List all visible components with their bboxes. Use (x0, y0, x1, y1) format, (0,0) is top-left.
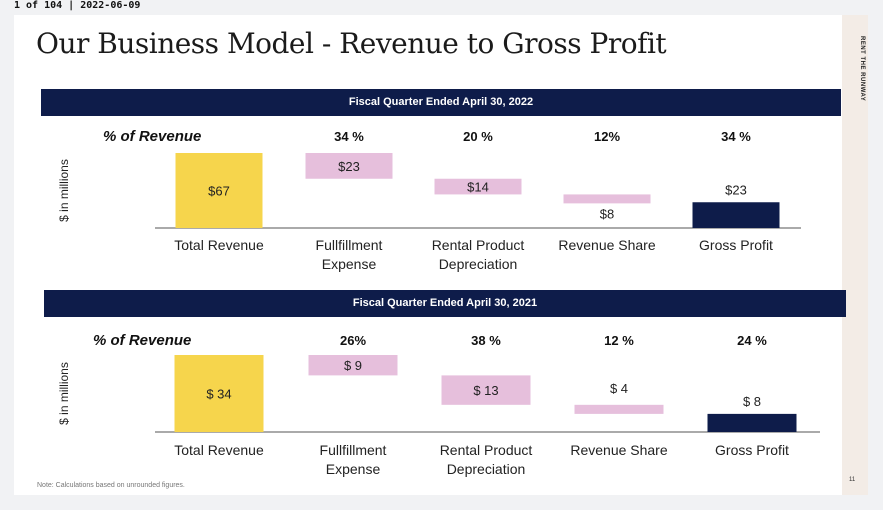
category-label-2022-4-0: Gross Profit (699, 237, 773, 253)
page-header: 1 of 104 | 2022-06-09 (14, 0, 141, 11)
category-label-2022-1-1: Expense (322, 256, 377, 272)
bar-2021-4 (707, 413, 797, 432)
footnote: Note: Calculations based on unrounded fi… (37, 482, 185, 489)
value-label-2021-3: $ 4 (610, 381, 628, 396)
category-label-2022-2-0: Rental Product (432, 237, 525, 253)
chart-title-2022: Fiscal Quarter Ended April 30, 2022 (41, 89, 841, 116)
slide-title: Our Business Model - Revenue to Gross Pr… (36, 27, 667, 60)
pct-label-2021-4: 24 % (737, 333, 767, 348)
value-label-2022-1: $23 (338, 159, 360, 174)
category-label-2021-2-0: Rental Product (440, 442, 533, 458)
sidebar-strip (842, 15, 868, 495)
bar-2021-1 (308, 355, 398, 376)
bar-2022-2 (434, 178, 522, 195)
category-label-2022-3-0: Revenue Share (558, 237, 656, 253)
value-label-2021-4: $ 8 (743, 394, 761, 409)
pct-label-2022-1: 34 % (334, 129, 364, 144)
value-label-2021-1: $ 9 (344, 358, 362, 373)
bar-2021-2 (441, 375, 531, 405)
value-label-2021-2: $ 13 (473, 383, 498, 398)
value-label-2022-3: $8 (600, 206, 614, 221)
pct-header-2021: % of Revenue (93, 332, 191, 349)
pct-label-2022-3: 12% (594, 129, 620, 144)
value-label-2022-2: $14 (467, 180, 489, 195)
chart-title-2021: Fiscal Quarter Ended April 30, 2021 (44, 290, 846, 317)
pct-label-2022-4: 34 % (721, 129, 751, 144)
pct-header-2022: % of Revenue (103, 128, 201, 145)
category-label-2021-3-0: Revenue Share (570, 442, 668, 458)
value-label-2022-0: $67 (208, 184, 230, 199)
brand-label: RENT THE RUNWAY (859, 36, 865, 102)
category-label-2022-1-0: Fullfillment (316, 237, 383, 253)
bar-2022-1 (305, 153, 393, 179)
category-label-2021-4-0: Gross Profit (715, 442, 789, 458)
bar-2022-0 (175, 153, 263, 228)
pct-label-2021-2: 38 % (471, 333, 501, 348)
y-axis-label-2022: $ in millions (57, 159, 71, 222)
bar-2021-3 (574, 404, 664, 414)
pct-label-2021-3: 12 % (604, 333, 634, 348)
bar-2021-0 (174, 355, 264, 432)
page-number: 11 (849, 477, 856, 483)
bar-2022-3 (563, 194, 651, 204)
y-axis-label-2021: $ in millions (57, 362, 71, 425)
pct-label-2022-2: 20 % (463, 129, 493, 144)
category-label-2022-0-0: Total Revenue (174, 237, 264, 253)
value-label-2022-4: $23 (725, 182, 747, 197)
value-label-2021-0: $ 34 (206, 387, 231, 402)
category-label-2021-0-0: Total Revenue (174, 442, 264, 458)
pct-label-2021-1: 26% (340, 333, 366, 348)
category-label-2022-2-1: Depreciation (439, 256, 518, 272)
bar-2022-4 (692, 202, 780, 228)
category-label-2021-1-1: Expense (326, 461, 381, 477)
category-label-2021-2-1: Depreciation (447, 461, 526, 477)
category-label-2021-1-0: Fullfillment (320, 442, 387, 458)
